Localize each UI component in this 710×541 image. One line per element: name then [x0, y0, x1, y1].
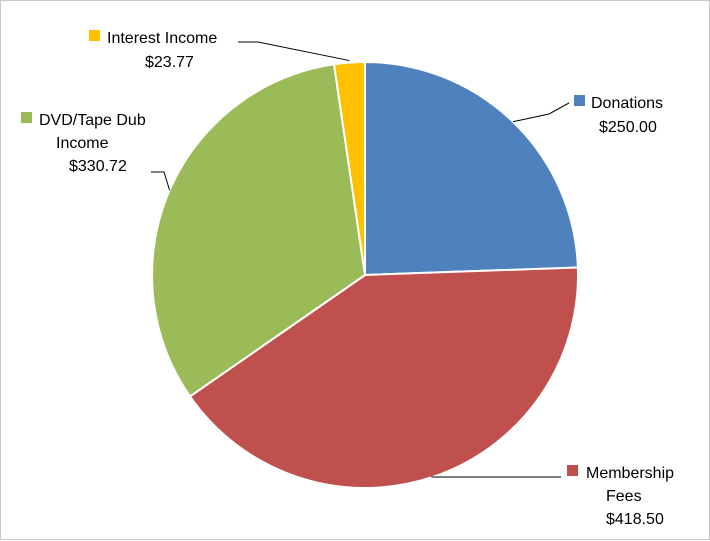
legend-key-dvd-tape-dub-income: [21, 112, 32, 123]
label-name-donations: Donations: [591, 95, 663, 112]
leader-line-interest-income: [238, 42, 349, 61]
label-name-interest-income: Interest Income: [107, 30, 217, 47]
label-value-donations: $250.00: [599, 119, 657, 136]
label-name-membership-fees-line2: Fees: [606, 488, 642, 505]
label-name-dvd-tape-dub-income: DVD/Tape Dub: [39, 112, 146, 129]
legend-key-membership-fees: [567, 465, 578, 476]
pie-slice-donations: [365, 62, 578, 275]
leader-line-dvd-tape-dub-income: [151, 172, 170, 190]
label-value-interest-income: $23.77: [145, 54, 194, 71]
label-value-membership-fees: $418.50: [606, 511, 664, 528]
leader-line-donations: [513, 103, 569, 122]
label-name-dvd-tape-dub-income-line2: Income: [56, 135, 109, 152]
label-name-membership-fees: Membership: [586, 465, 674, 482]
slices-layer: [152, 62, 578, 488]
legend-key-interest-income: [89, 30, 100, 41]
legend-key-donations: [574, 95, 585, 106]
label-value-dvd-tape-dub-income: $330.72: [69, 158, 127, 175]
